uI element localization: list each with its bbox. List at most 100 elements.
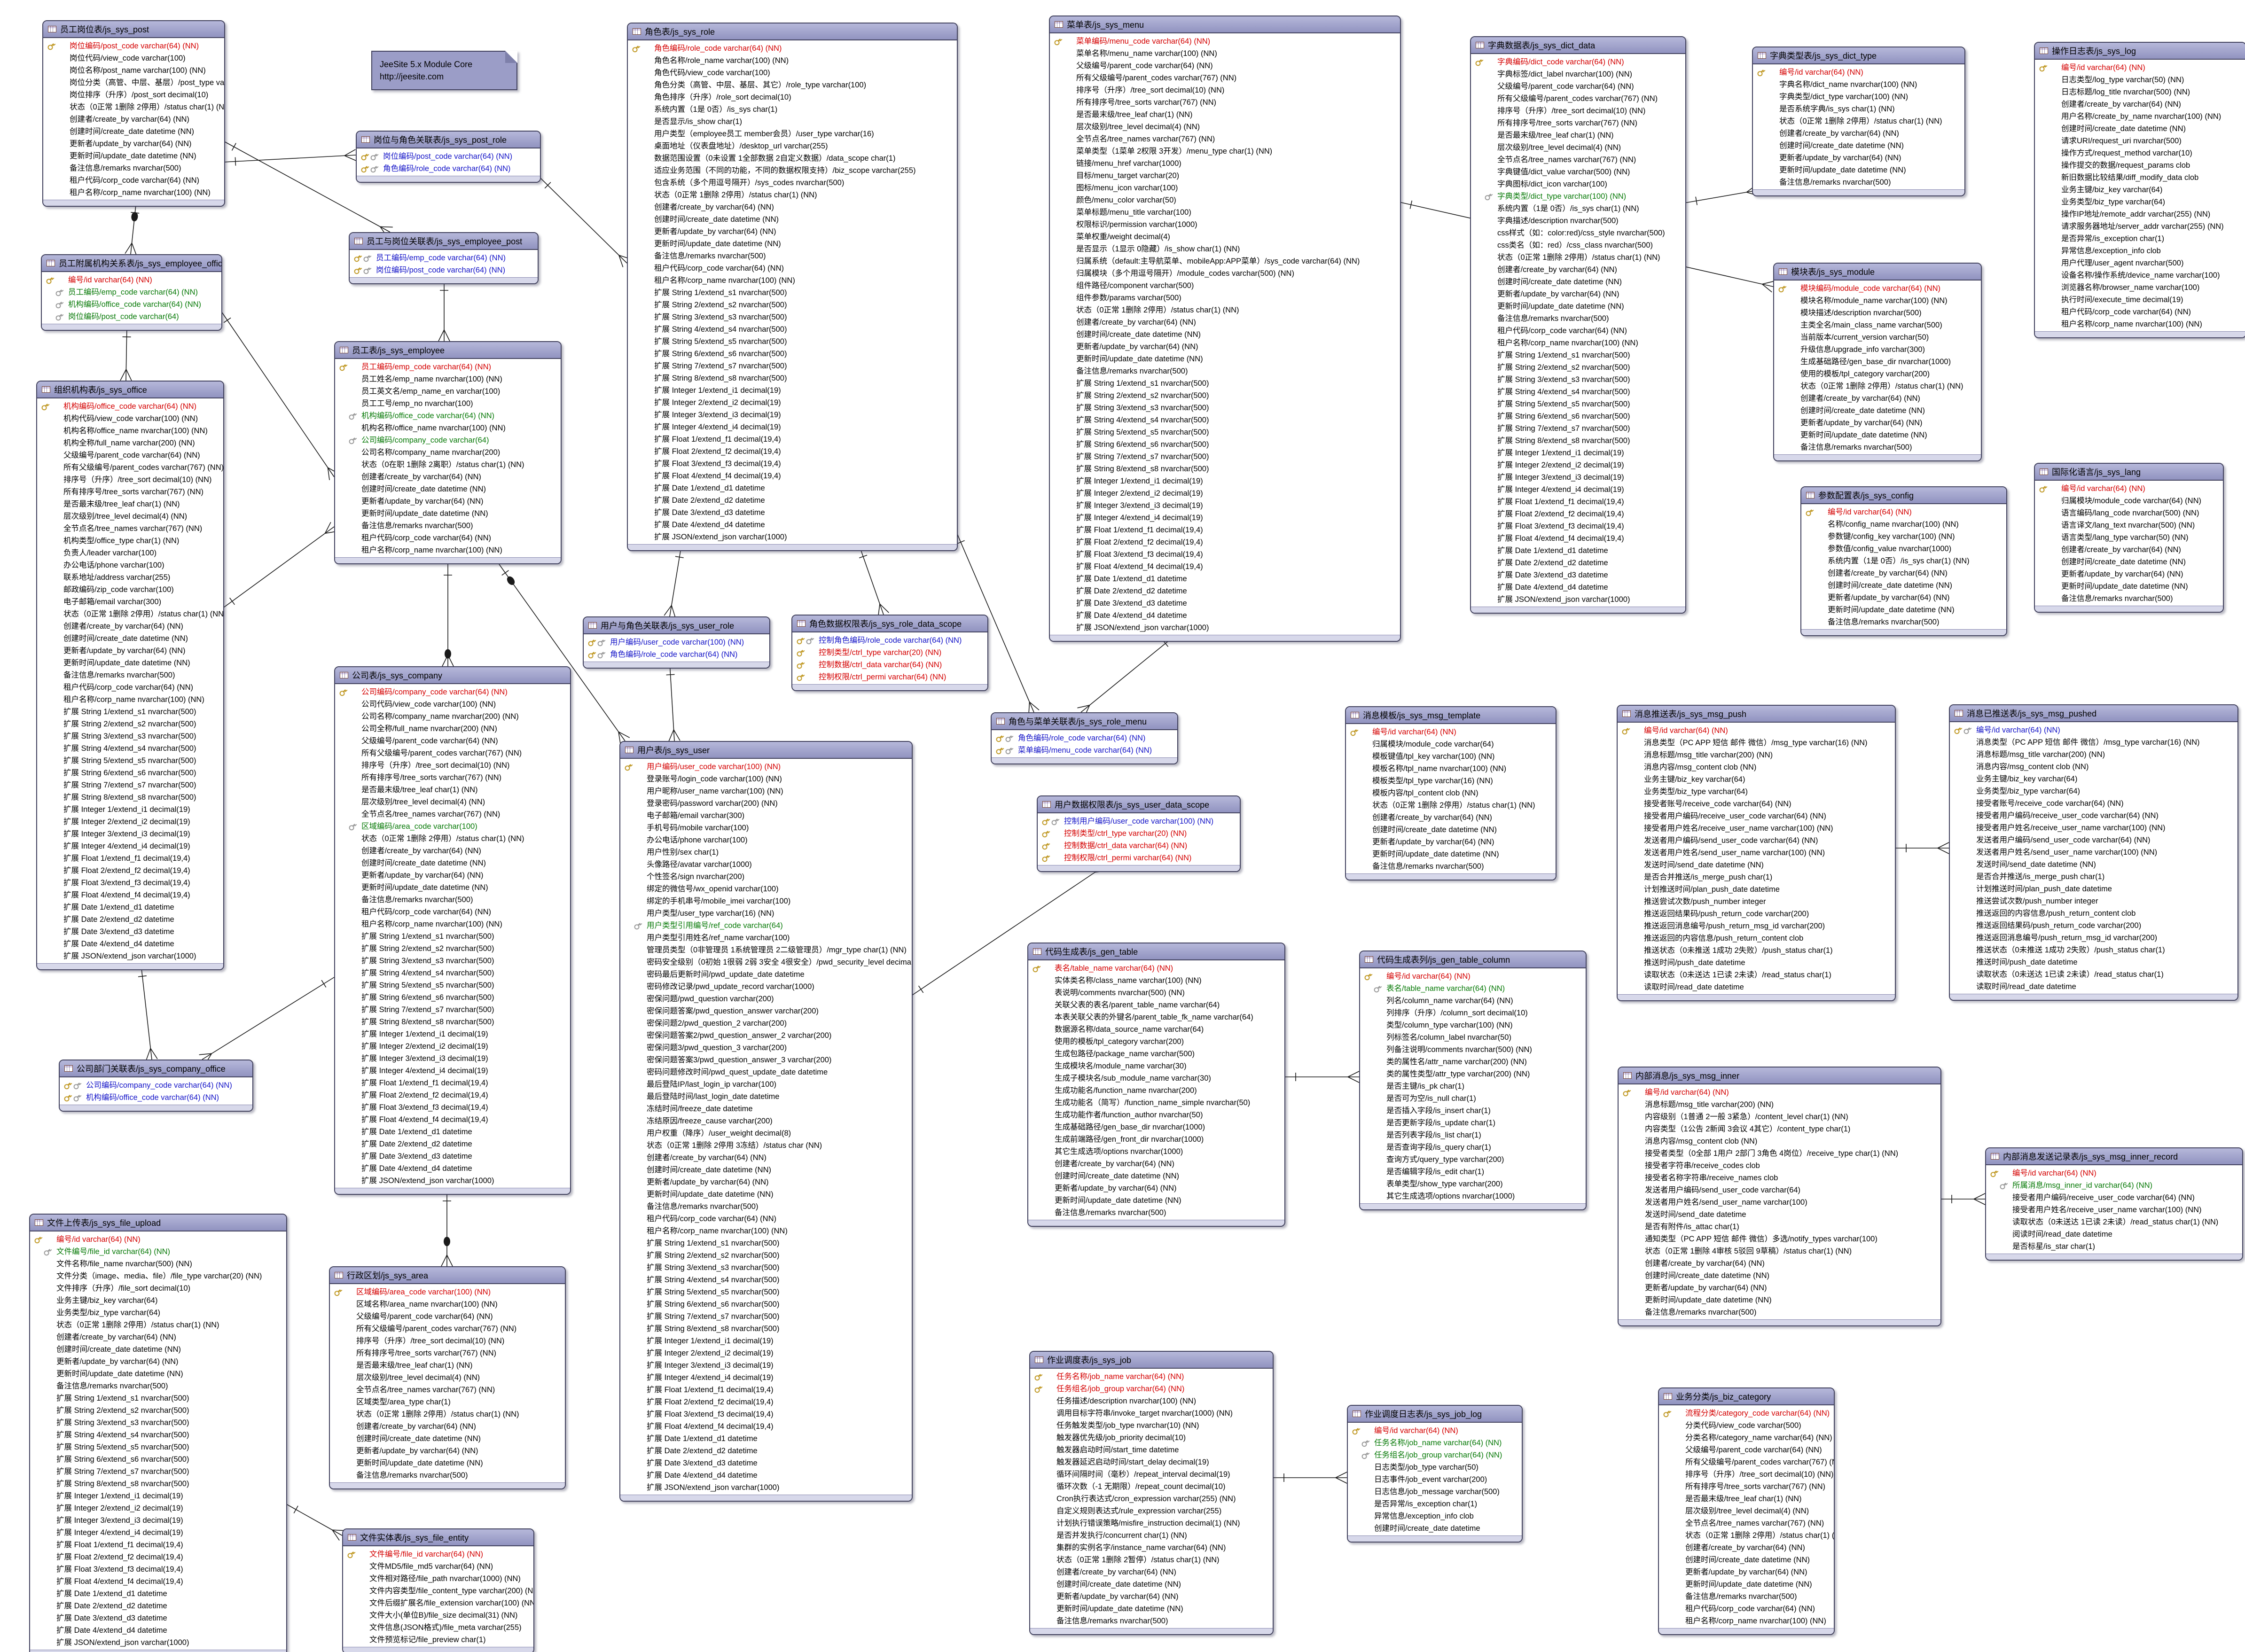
field-row[interactable]: 编号/id varchar(64) (NN) bbox=[1619, 1086, 1940, 1099]
entity-header-js_sys_employee_office[interactable]: 员工附属机构关系表/js_sys_employee_office bbox=[42, 255, 221, 272]
field-row[interactable]: 计划推送时间/plan_push_date datetime bbox=[1950, 883, 2237, 895]
field-row[interactable]: 是否查询字段/is_query char(1) bbox=[1360, 1141, 1586, 1153]
field-row[interactable]: 扩展 Float 2/extend_f2 decimal(19,4) bbox=[1471, 508, 1685, 520]
field-row[interactable]: 控制权限/ctrl_permi varchar(64) (NN) bbox=[1038, 852, 1240, 864]
field-row[interactable]: 冻结时间/freeze_date datetime bbox=[620, 1103, 912, 1115]
field-row[interactable]: 扩展 Integer 4/extend_i4 decimal(19) bbox=[1050, 512, 1400, 524]
field-row[interactable]: 扩展 Date 4/extend_d4 datetime bbox=[620, 1469, 912, 1481]
field-row[interactable]: 接受者类型（0全部 1用户 2部门 3角色 4岗位）/receive_type … bbox=[1619, 1147, 1940, 1160]
field-row[interactable]: 创建者/create_by varchar(64) (NN) bbox=[1659, 1542, 1834, 1554]
entity-js_gen_table[interactable]: 代码生成表/js_gen_table 表名/table_name varchar(… bbox=[1027, 943, 1285, 1227]
field-row[interactable]: 扩展 Float 1/extend_f1 decimal(19,4) bbox=[620, 1384, 912, 1396]
field-row[interactable]: 扩展 Integer 4/extend_i4 decimal(19) bbox=[620, 1371, 912, 1384]
field-row[interactable]: 扩展 Float 2/extend_f2 decimal(19,4) bbox=[620, 1396, 912, 1408]
entity-js_sys_role_menu[interactable]: 角色与菜单关联表/js_sys_role_menu 角色编码/role_code … bbox=[991, 712, 1178, 764]
field-row[interactable]: 头像路径/avatar varchar(1000) bbox=[620, 858, 912, 871]
field-row[interactable]: 浏览器名称/browser_name varchar(100) bbox=[2035, 281, 2245, 294]
field-row[interactable]: 更新时间/update_date datetime (NN) bbox=[1753, 164, 1964, 176]
entity-header-js_sys_job[interactable]: 作业调度表/js_sys_job bbox=[1030, 1352, 1273, 1369]
field-row[interactable]: 菜单标题/menu_title varchar(100) bbox=[1050, 206, 1400, 218]
entity-js_sys_config[interactable]: 参数配置表/js_sys_config 编号/id varchar(64) (NN… bbox=[1800, 486, 2007, 636]
field-row[interactable]: 扩展 String 8/extend_s8 nvarchar(500) bbox=[628, 372, 957, 384]
field-row[interactable]: 扩展 Date 4/extend_d4 datetime bbox=[37, 938, 223, 950]
field-row[interactable]: 编号/id varchar(64) (NN) bbox=[1348, 1425, 1522, 1437]
field-row[interactable]: 扩展 String 2/extend_s2 nvarchar(500) bbox=[1471, 361, 1685, 374]
field-row[interactable]: 发送时间/send_date datetime (NN) bbox=[1618, 859, 1895, 871]
field-row[interactable]: 状态（0正常 1删除 2停用）/status char(1) (NN) bbox=[43, 101, 224, 113]
entity-js_sys_msg_pushed[interactable]: 消息已推送表/js_sys_msg_pushed 编号/id varchar(64… bbox=[1949, 704, 2238, 1001]
entity-js_sys_role[interactable]: 角色表/js_sys_role 角色编码/role_code varchar(64… bbox=[627, 23, 958, 551]
field-row[interactable]: 其它生成选项/options nvarchar(1000) bbox=[1360, 1190, 1586, 1202]
field-row[interactable]: 租户名称/corp_name nvarchar(100) (NN) bbox=[2035, 318, 2245, 330]
field-row[interactable]: 层次级别/tree_level decimal(4) (NN) bbox=[330, 1371, 565, 1384]
entity-header-js_sys_module[interactable]: 模块表/js_sys_module bbox=[1774, 264, 1981, 281]
field-row[interactable]: 扩展 Date 3/extend_d3 datetime bbox=[1050, 597, 1400, 609]
field-row[interactable]: 扩展 JSON/extend_json varchar(1000) bbox=[628, 531, 957, 543]
field-row[interactable]: 密保问题2/pwd_question_2 varchar(200) bbox=[620, 1017, 912, 1029]
field-row[interactable]: 字典图标/dict_icon varchar(100) bbox=[1471, 178, 1685, 190]
field-row[interactable]: 更新时间/update_date datetime (NN) bbox=[1050, 353, 1400, 365]
field-row[interactable]: 操作提交的数据/request_params clob bbox=[2035, 159, 2245, 171]
field-row[interactable]: 扩展 Date 3/extend_d3 datetime bbox=[620, 1457, 912, 1469]
field-row[interactable]: 参数值/config_value nvarchar(1000) bbox=[1801, 543, 2006, 555]
field-row[interactable]: 租户名称/corp_name nvarchar(100) (NN) bbox=[335, 544, 561, 556]
field-row[interactable]: 扩展 String 5/extend_s5 nvarchar(500) bbox=[37, 755, 223, 767]
entity-header-js_sys_job_log[interactable]: 作业调度日志表/js_sys_job_log bbox=[1348, 1406, 1522, 1423]
field-row[interactable]: 类的属性类型/attr_type varchar(200) (NN) bbox=[1360, 1068, 1586, 1080]
field-row[interactable]: 员工编码/emp_code varchar(64) (NN) bbox=[335, 361, 561, 373]
field-row[interactable]: 归属模块/module_code varchar(64) (NN) bbox=[2035, 495, 2223, 507]
field-row[interactable]: 扩展 Integer 4/extend_i4 decimal(19) bbox=[335, 1065, 570, 1077]
field-row[interactable]: 状态（0正常 1删除 2停用）/status char(1) (NN) bbox=[335, 833, 570, 845]
field-row[interactable]: 创建者/create_by varchar(64) (NN) bbox=[1471, 264, 1685, 276]
field-row[interactable]: 扩展 String 7/extend_s7 nvarchar(500) bbox=[628, 360, 957, 372]
field-row[interactable]: 扩展 Date 2/extend_d2 datetime bbox=[1050, 585, 1400, 597]
field-row[interactable]: 读取状态（0未送达 1已读 2未读）/read_status char(1) bbox=[1618, 969, 1895, 981]
field-row[interactable]: 扩展 Float 2/extend_f2 decimal(19,4) bbox=[37, 865, 223, 877]
field-row[interactable]: 编号/id varchar(64) (NN) bbox=[30, 1233, 286, 1246]
field-row[interactable]: 请求URI/request_uri nvarchar(500) bbox=[2035, 135, 2245, 147]
field-row[interactable]: 文件大小(单位B)/file_size decimal(31) (NN) bbox=[343, 1609, 533, 1621]
entity-js_sys_user_role[interactable]: 用户与角色关联表/js_sys_user_role 用户编码/user_code … bbox=[583, 616, 770, 669]
field-row[interactable]: 扩展 Integer 1/extend_i1 decimal(19) bbox=[37, 803, 223, 816]
field-row[interactable]: 扩展 String 1/extend_s1 nvarchar(500) bbox=[620, 1237, 912, 1249]
field-row[interactable]: 文件预览标记/file_preview char(1) bbox=[343, 1634, 533, 1646]
field-row[interactable]: 员工工号/emp_no nvarchar(100) bbox=[335, 397, 561, 410]
field-row[interactable]: 角色排序（升序）/role_sort decimal(10) bbox=[628, 91, 957, 103]
field-row[interactable]: 模板类型/tpl_type varchar(16) (NN) bbox=[1346, 775, 1556, 787]
field-row[interactable]: 业务类型/biz_type varchar(64) bbox=[1618, 786, 1895, 798]
field-row[interactable]: 租户名称/corp_name nvarchar(100) (NN) bbox=[37, 694, 223, 706]
field-row[interactable]: 创建时间/create_date datetime (NN) bbox=[1030, 1578, 1273, 1590]
field-row[interactable]: 扩展 Integer 1/extend_i1 decimal(19) bbox=[1050, 475, 1400, 487]
field-row[interactable]: 扩展 String 5/extend_s5 nvarchar(500) bbox=[1471, 398, 1685, 410]
entity-js_sys_msg_template[interactable]: 消息模板/js_sys_msg_template 编号/id varchar(64… bbox=[1345, 706, 1557, 881]
field-row[interactable]: 扩展 String 7/extend_s7 nvarchar(500) bbox=[1050, 451, 1400, 463]
field-row[interactable]: 更新者/update_by varchar(64) (NN) bbox=[1619, 1282, 1940, 1294]
field-row[interactable]: 菜单编码/menu_code varchar(64) (NN) bbox=[1050, 35, 1400, 47]
field-row[interactable]: 备注信息/remarks nvarchar(500) bbox=[335, 520, 561, 532]
field-row[interactable]: 备注信息/remarks nvarchar(500) bbox=[2035, 592, 2223, 605]
field-row[interactable]: 字典键值/dict_value varchar(500) (NN) bbox=[1471, 166, 1685, 178]
field-row[interactable]: 密保问题答案3/pwd_question_answer_3 varchar(20… bbox=[620, 1054, 912, 1066]
field-row[interactable]: 是否显示（1显示 0隐藏）/is_show char(1) (NN) bbox=[1050, 243, 1400, 255]
field-row[interactable]: 用户权重（降序）/user_weight decimal(8) bbox=[620, 1127, 912, 1139]
field-row[interactable]: 状态（0正常 1删除 2停用）/status char(1) (NN) bbox=[330, 1408, 565, 1420]
field-row[interactable]: 扩展 String 6/extend_s6 nvarchar(500) bbox=[335, 991, 570, 1004]
field-row[interactable]: 推送返回消息编号/push_return_msg_id varchar(200) bbox=[1618, 920, 1895, 932]
field-row[interactable]: 状态（0正常 1删除 2停用）/status char(1) (NN) bbox=[1346, 799, 1556, 811]
field-row[interactable]: 扩展 Integer 2/extend_i2 decimal(19) bbox=[1050, 487, 1400, 499]
field-row[interactable]: 扩展 String 1/extend_s1 nvarchar(500) bbox=[628, 287, 957, 299]
field-row[interactable]: 模板键值/tpl_key varchar(100) (NN) bbox=[1346, 750, 1556, 763]
field-row[interactable]: 更新时间/update_date datetime (NN) bbox=[335, 507, 561, 520]
field-row[interactable]: 扩展 String 8/extend_s8 nvarchar(500) bbox=[1050, 463, 1400, 475]
field-row[interactable]: 区域名称/area_name nvarchar(100) (NN) bbox=[330, 1298, 565, 1310]
field-row[interactable]: 角色分类（高管、中层、基层、其它）/role_type varchar(100) bbox=[628, 79, 957, 91]
entity-header-js_gen_table[interactable]: 代码生成表/js_gen_table bbox=[1028, 943, 1284, 960]
field-row[interactable]: 岗位代码/view_code varchar(100) bbox=[43, 52, 224, 64]
entity-js_sys_module[interactable]: 模块表/js_sys_module 模块编码/module_code varcha… bbox=[1773, 263, 1982, 461]
field-row[interactable]: 创建时间/create_date datetime (NN) bbox=[2035, 556, 2223, 568]
field-row[interactable]: 接受者用户姓名/receive_user_name varchar(100) (… bbox=[1618, 822, 1895, 834]
field-row[interactable]: 备注信息/remarks nvarchar(500) bbox=[37, 669, 223, 681]
field-row[interactable]: 创建者/create_by varchar(64) (NN) bbox=[335, 471, 561, 483]
field-row[interactable]: 读取时间/read_date datetime bbox=[1618, 981, 1895, 993]
field-row[interactable]: 发送时间/send_date datetime bbox=[1619, 1208, 1940, 1221]
